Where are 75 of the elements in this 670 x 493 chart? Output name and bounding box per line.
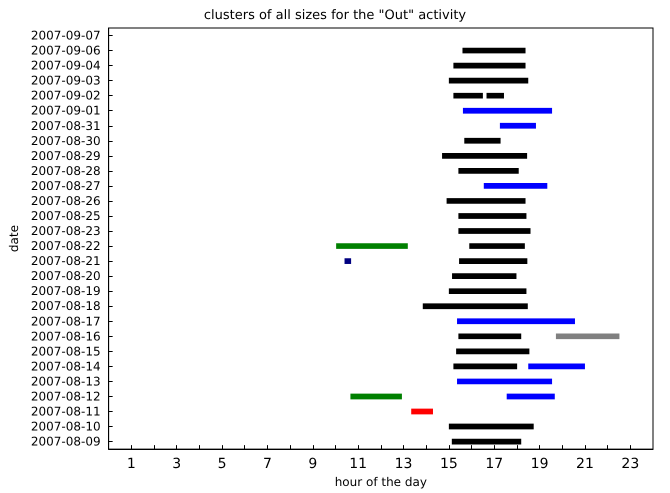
x-tick-label: 23: [621, 456, 640, 472]
bar: [448, 288, 526, 294]
bar: [442, 152, 528, 159]
bar: [556, 333, 620, 340]
bar: [411, 408, 433, 414]
bar: [453, 364, 518, 370]
y-tick-label: 2007-08-13: [30, 374, 101, 388]
bar: [453, 92, 483, 99]
y-tick-label: 2007-09-03: [30, 74, 101, 88]
bar: [528, 364, 585, 370]
y-tick-label: 2007-08-15: [30, 344, 101, 358]
y-tick-label: 2007-09-04: [30, 58, 101, 73]
y-tick-label: 2007-08-11: [30, 404, 101, 418]
bar: [422, 303, 528, 310]
y-tick-label: 2007-08-19: [30, 284, 101, 298]
y-tick-label: 2007-08-28: [30, 164, 101, 178]
bar: [506, 394, 555, 400]
bar: [344, 258, 352, 264]
y-tick-label: 2007-08-09: [30, 434, 101, 449]
y-tick-label: 2007-08-14: [30, 359, 101, 374]
y-tick-label: 2007-08-30: [30, 134, 101, 148]
y-tick-label: 2007-08-26: [30, 194, 101, 208]
bar: [484, 183, 548, 189]
bar: [350, 394, 402, 400]
x-tick-label: 5: [218, 456, 227, 472]
bar: [453, 62, 526, 68]
x-tick-label: 7: [262, 456, 272, 472]
bar: [464, 138, 501, 144]
y-tick-label: 2007-09-02: [30, 88, 101, 103]
bar: [500, 122, 536, 129]
x-tick-label: 21: [576, 456, 594, 472]
bar: [457, 378, 552, 384]
y-tick-label: 2007-08-12: [30, 389, 101, 404]
bar: [462, 108, 552, 114]
bar: [446, 198, 526, 204]
bar: [469, 243, 525, 249]
bar: [457, 318, 575, 324]
bar: [458, 333, 522, 340]
bar: [448, 424, 534, 430]
y-tick-label: 2007-08-18: [30, 299, 101, 314]
y-axis-title: date: [7, 225, 21, 252]
y-tick-label: 2007-08-10: [30, 420, 101, 434]
bar: [336, 243, 408, 249]
bar: [486, 92, 504, 99]
x-tick-label: 1: [126, 456, 136, 472]
y-tick-label: 2007-08-31: [30, 118, 101, 133]
bar: [462, 48, 526, 54]
x-tick-label: 9: [308, 456, 318, 472]
bar: [448, 78, 528, 84]
y-tick-label: 2007-08-29: [30, 148, 101, 163]
x-tick-label: 15: [440, 456, 458, 472]
bar: [459, 258, 528, 264]
y-tick-label: 2007-08-23: [30, 224, 101, 238]
y-tick-label: 2007-09-01: [30, 104, 101, 118]
y-tick-label: 2007-08-16: [30, 329, 101, 344]
x-tick-label: 19: [530, 456, 549, 472]
y-tick-label: 2007-08-21: [30, 254, 101, 268]
x-axis-title: hour of the day: [334, 475, 427, 489]
bar: [458, 228, 531, 234]
y-tick-label: 2007-08-25: [30, 208, 101, 223]
x-tick-label: 11: [349, 456, 368, 472]
bar: [458, 213, 526, 219]
y-tick-label: 2007-08-22: [30, 239, 101, 254]
y-tick-label: 2007-08-17: [30, 314, 101, 328]
y-tick-label: 2007-09-06: [30, 44, 101, 58]
chart-title: clusters of all sizes for the "Out" activity: [204, 8, 466, 23]
bar: [452, 273, 516, 280]
y-tick-label: 2007-08-20: [30, 269, 101, 284]
y-tick-label: 2007-09-07: [30, 28, 101, 43]
x-tick-label: 13: [394, 456, 412, 472]
bar: [456, 348, 530, 354]
y-tick-label: 2007-08-27: [30, 178, 101, 193]
bar: [458, 168, 519, 174]
x-tick-label: 3: [172, 456, 182, 472]
x-tick-label: 17: [485, 456, 504, 472]
